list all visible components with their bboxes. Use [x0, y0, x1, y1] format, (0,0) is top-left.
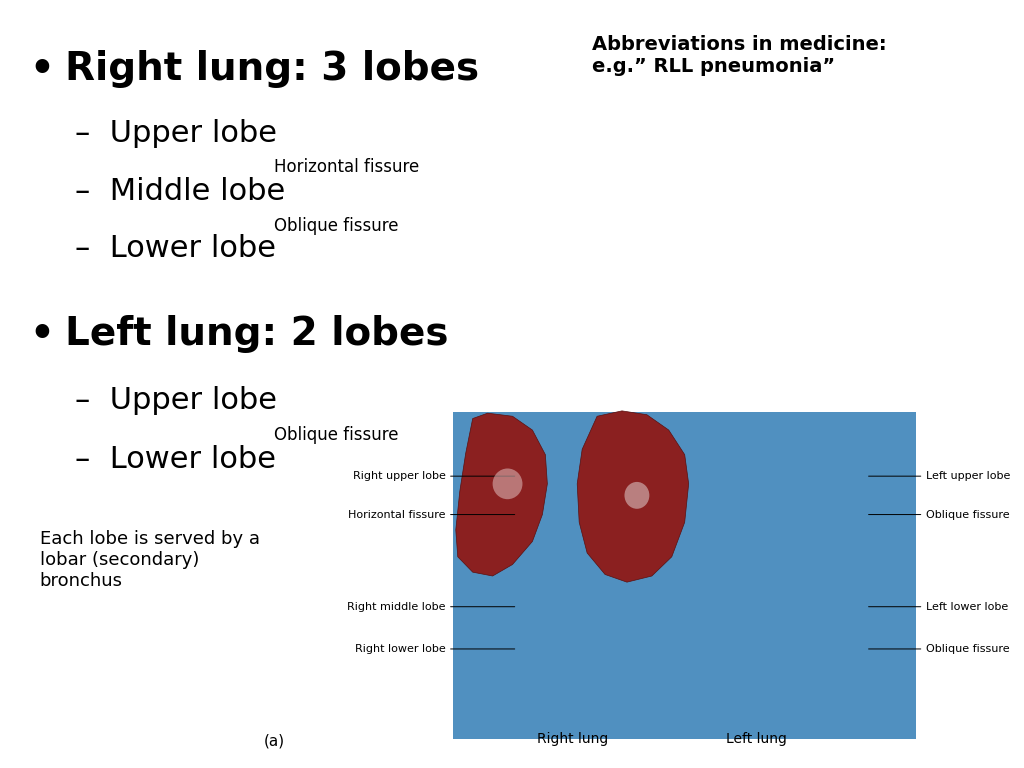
Text: Left upper lobe: Left upper lobe [926, 471, 1010, 482]
Ellipse shape [493, 468, 522, 499]
Text: Each lobe is served by a
lobar (secondary)
bronchus: Each lobe is served by a lobar (secondar… [40, 530, 260, 590]
Ellipse shape [625, 482, 649, 509]
Text: Horizontal fissure: Horizontal fissure [348, 509, 445, 520]
Text: Oblique fissure: Oblique fissure [926, 509, 1009, 520]
Text: Abbreviations in medicine:
e.g.” RLL pneumonia”: Abbreviations in medicine: e.g.” RLL pne… [592, 35, 887, 75]
Text: Left lung: Left lung [726, 733, 786, 746]
Text: Horizontal fissure: Horizontal fissure [273, 158, 419, 176]
Text: –  Upper lobe: – Upper lobe [75, 119, 276, 148]
Text: –  Lower lobe: – Lower lobe [75, 234, 275, 263]
Text: –  Upper lobe: – Upper lobe [75, 386, 276, 415]
Text: Oblique fissure: Oblique fissure [273, 426, 398, 444]
Polygon shape [456, 413, 548, 576]
Text: –  Middle lobe: – Middle lobe [75, 177, 285, 206]
Text: Oblique fissure: Oblique fissure [926, 644, 1009, 654]
Bar [453, 412, 915, 739]
Text: Right upper lobe: Right upper lobe [353, 471, 445, 482]
Text: (a): (a) [264, 733, 285, 749]
Text: Left lung: 2 lobes: Left lung: 2 lobes [65, 315, 449, 353]
Text: Right middle lobe: Right middle lobe [347, 601, 445, 612]
Polygon shape [578, 411, 689, 582]
Text: Right lung: 3 lobes: Right lung: 3 lobes [65, 50, 479, 88]
Text: Left lower lobe: Left lower lobe [926, 601, 1008, 612]
Text: •: • [30, 50, 54, 88]
Text: Right lung: Right lung [537, 733, 608, 746]
Text: Right lower lobe: Right lower lobe [355, 644, 445, 654]
Text: Oblique fissure: Oblique fissure [273, 217, 398, 234]
Text: –  Lower lobe: – Lower lobe [75, 445, 275, 475]
Text: •: • [30, 315, 54, 353]
